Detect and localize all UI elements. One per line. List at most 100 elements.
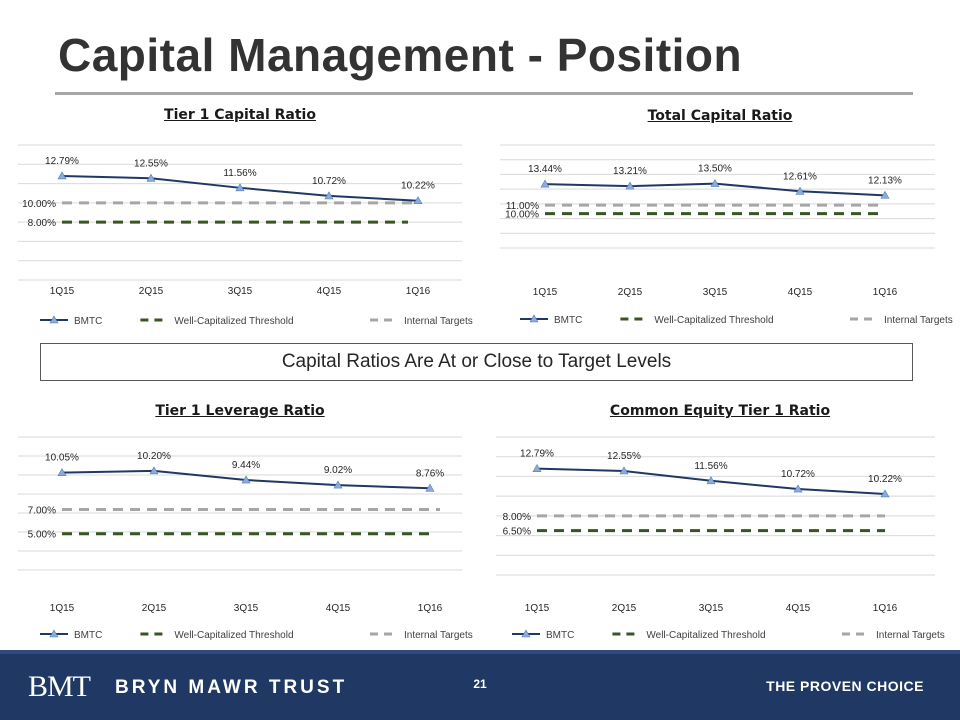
data-label: 10.20% <box>137 451 171 462</box>
threshold-label: 5.00% <box>28 530 56 541</box>
chart-title: Common Equity Tier 1 Ratio <box>609 403 831 419</box>
legend-label: Internal Targets <box>404 316 473 327</box>
legend-label: BMTC <box>74 630 102 641</box>
data-label: 12.55% <box>607 451 641 462</box>
x-tick-label: 1Q16 <box>418 603 443 614</box>
legend-marker <box>529 314 539 323</box>
chart-common-equity-tier1: Common Equity Tier 1 Ratio 8.00% 6.50% 12.… <box>480 395 960 650</box>
chart-svg: 10.00% 8.00% 12.79% 12.55% 11.56% 10.72% 10.22… <box>18 144 473 327</box>
bmtc-point <box>324 191 334 200</box>
threshold-label: 8.00% <box>28 218 56 229</box>
x-tick-label: 1Q16 <box>873 287 898 298</box>
page-number: 21 <box>473 677 487 691</box>
legend-item: Well-Capitalized Threshold <box>140 316 294 327</box>
x-tick-label: 1Q16 <box>406 286 431 297</box>
data-label: 10.22% <box>868 474 902 485</box>
legend-label: Internal Targets <box>404 630 473 641</box>
legend-label: BMTC <box>74 316 102 327</box>
legend-item: Internal Targets <box>850 315 953 326</box>
legend-label: Well-Capitalized Threshold <box>174 630 293 641</box>
legend-label: Well-Capitalized Threshold <box>654 315 773 326</box>
legend-item: BMTC <box>40 315 102 327</box>
chart-svg: 7.00% 5.00% 10.05% 10.20% 9.44% 9.02% 8.76% 1Q1… <box>18 436 473 641</box>
x-tick-label: 1Q15 <box>50 603 75 614</box>
legend-label: Well-Capitalized Threshold <box>646 630 765 641</box>
chart-total-capital: Total Capital Ratio 11.00% 10.00% 13.44% 13… <box>480 100 960 340</box>
title-divider <box>55 92 913 95</box>
x-tick-label: 2Q15 <box>612 603 637 614</box>
data-label: 13.50% <box>698 164 732 175</box>
data-label: 11.56% <box>223 168 256 179</box>
bmtc-point <box>706 476 716 485</box>
bmtc-point <box>146 173 156 182</box>
data-label: 10.72% <box>312 176 346 187</box>
legend-marker <box>521 629 531 638</box>
threshold-label: 10.00% <box>505 210 539 221</box>
x-tick-label: 4Q15 <box>788 287 813 298</box>
chart-title: Tier 1 Capital Ratio <box>164 107 316 123</box>
chart-svg: 11.00%10.00% 13.44% 13.21% 13.50% 12.61% 12.1… <box>500 144 953 326</box>
chart-tier1-leverage: Tier 1 Leverage Ratio 7.00% 5.00% 10.05% 10… <box>0 395 480 650</box>
chart-title: Total Capital Ratio <box>647 108 793 124</box>
x-tick-label: 3Q15 <box>703 287 728 298</box>
data-label: 12.55% <box>134 158 168 169</box>
data-label: 9.44% <box>232 460 260 471</box>
x-tick-label: 1Q15 <box>525 603 550 614</box>
bmtc-point <box>625 181 635 190</box>
data-label: 13.44% <box>528 164 562 175</box>
tagline: THE PROVEN CHOICE <box>766 678 924 694</box>
bmtc-point <box>425 483 435 492</box>
x-tick-label: 1Q15 <box>533 287 558 298</box>
x-tick-label: 2Q15 <box>618 287 643 298</box>
bmtc-point <box>710 179 720 187</box>
target-label: 7.00% <box>28 506 56 517</box>
bmtc-point <box>149 466 159 475</box>
bmtc-point <box>619 466 629 475</box>
bmtc-point <box>413 196 423 205</box>
data-label: 13.21% <box>613 166 647 177</box>
chart-title: Tier 1 Leverage Ratio <box>155 403 325 419</box>
legend-label: Internal Targets <box>884 315 953 326</box>
bmtc-point <box>795 186 805 195</box>
x-tick-label: 4Q15 <box>326 603 351 614</box>
legend-item: Well-Capitalized Threshold <box>620 315 774 326</box>
data-label: 12.79% <box>520 449 554 460</box>
legend-label: Well-Capitalized Threshold <box>174 316 293 327</box>
chart-svg: 8.00% 6.50% 12.79% 12.55% 11.56% 10.72% 10.22%… <box>496 436 945 641</box>
legend-item: Well-Capitalized Threshold <box>140 630 294 641</box>
legend-marker <box>49 629 59 638</box>
legend-item: Well-Capitalized Threshold <box>612 630 766 641</box>
data-label: 10.72% <box>781 469 815 480</box>
x-tick-label: 4Q15 <box>317 286 342 297</box>
company-name: BRYN MAWR TRUST <box>115 677 348 698</box>
legend-item: BMTC <box>520 314 582 326</box>
x-tick-label: 1Q16 <box>873 603 898 614</box>
data-label: 10.05% <box>45 453 79 464</box>
legend-label: BMTC <box>554 315 582 326</box>
bmt-logo: BMT <box>28 670 91 703</box>
x-tick-label: 2Q15 <box>139 286 164 297</box>
threshold-label: 6.50% <box>503 527 531 538</box>
data-label: 11.56% <box>694 461 727 472</box>
x-tick-label: 3Q15 <box>699 603 724 614</box>
legend-label: Internal Targets <box>876 630 945 641</box>
bmtc-point <box>793 484 803 493</box>
target-label: 10.00% <box>22 199 56 210</box>
data-label: 9.02% <box>324 465 352 476</box>
legend-item: Internal Targets <box>370 630 473 641</box>
target-label: 11.00% <box>506 201 539 212</box>
summary-banner: Capital Ratios Are At or Close to Target… <box>40 343 913 381</box>
footer-bar: BMT BRYN MAWR TRUST 21 THE PROVEN CHOICE <box>0 650 960 720</box>
bmtc-point <box>540 179 550 188</box>
legend-item: Internal Targets <box>370 316 473 327</box>
legend-item: BMTC <box>512 629 574 641</box>
legend-marker <box>49 315 59 324</box>
x-tick-label: 2Q15 <box>142 603 167 614</box>
x-tick-label: 3Q15 <box>228 286 253 297</box>
legend-item: Internal Targets <box>842 630 945 641</box>
x-tick-label: 3Q15 <box>234 603 259 614</box>
slide-title: Capital Management - Position <box>58 29 743 81</box>
x-tick-label: 1Q15 <box>50 286 75 297</box>
legend-label: BMTC <box>546 630 574 641</box>
x-tick-label: 4Q15 <box>786 603 811 614</box>
